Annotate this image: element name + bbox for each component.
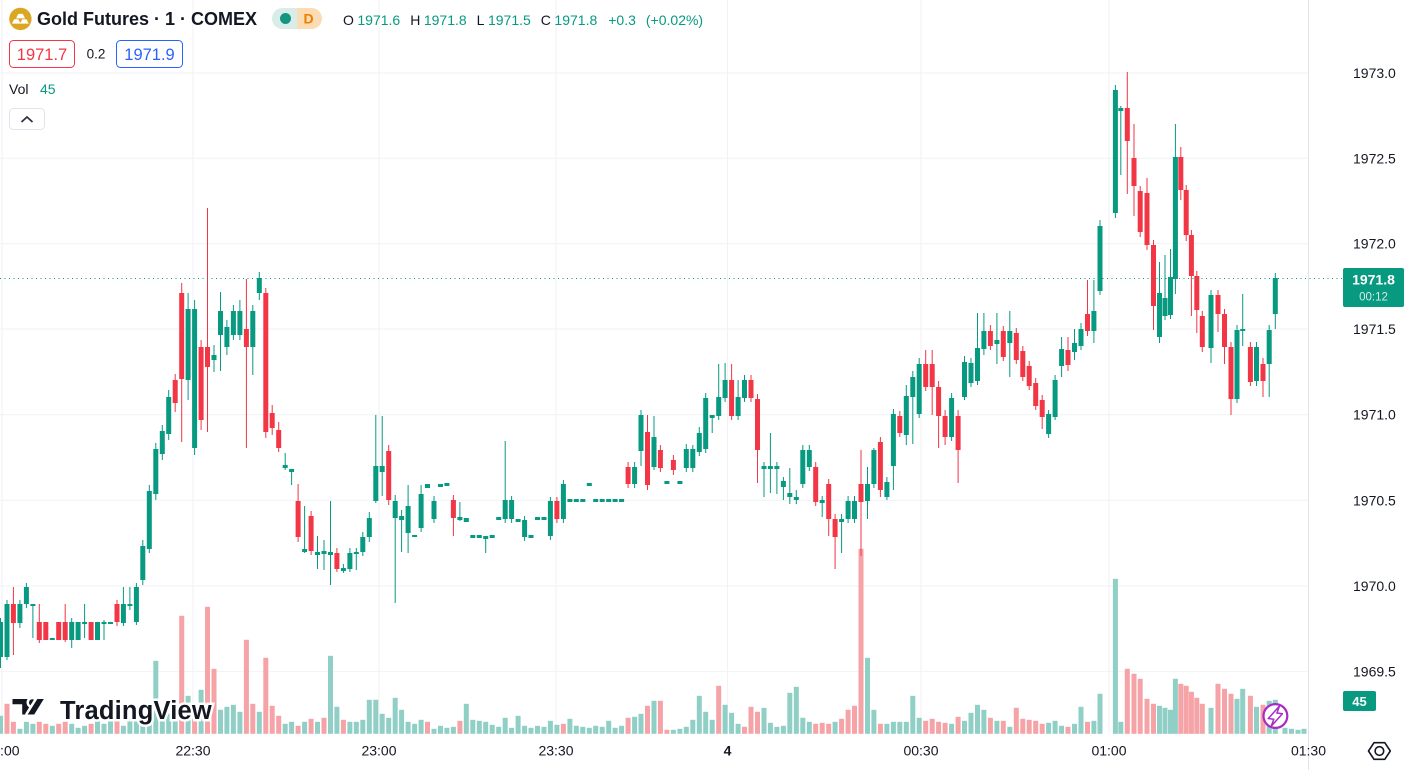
svg-text:01:30: 01:30 — [1291, 743, 1326, 759]
svg-text:D: D — [303, 11, 313, 27]
svg-text:00:12: 00:12 — [1359, 292, 1388, 304]
svg-text:1970.0: 1970.0 — [1353, 578, 1396, 594]
svg-text:1971.8: 1971.8 — [1352, 272, 1395, 288]
svg-text:45: 45 — [40, 81, 56, 97]
svg-text:45: 45 — [1352, 694, 1366, 709]
svg-text:1971.7: 1971.7 — [17, 46, 67, 64]
svg-text:00:30: 00:30 — [903, 743, 938, 759]
svg-text:Gold Futures · 1 · COMEX: Gold Futures · 1 · COMEX — [37, 9, 257, 29]
svg-text:22:00: 22:00 — [0, 743, 20, 759]
svg-text:TradingView: TradingView — [60, 697, 212, 725]
svg-text:4: 4 — [724, 743, 732, 759]
svg-text:0.2: 0.2 — [87, 47, 106, 62]
svg-text:1971.0: 1971.0 — [1353, 407, 1396, 423]
svg-text:01:00: 01:00 — [1091, 743, 1126, 759]
svg-text:1971.5: 1971.5 — [1353, 321, 1396, 337]
svg-text:Vol: Vol — [9, 81, 28, 97]
svg-text:1971.9: 1971.9 — [124, 46, 174, 64]
svg-text:23:30: 23:30 — [538, 743, 573, 759]
svg-text:23:00: 23:00 — [361, 743, 396, 759]
svg-text:1972.5: 1972.5 — [1353, 150, 1396, 166]
svg-text:1972.0: 1972.0 — [1353, 236, 1396, 252]
svg-text:1970.5: 1970.5 — [1353, 492, 1396, 508]
svg-text:1969.5: 1969.5 — [1353, 664, 1396, 680]
svg-text:1973.0: 1973.0 — [1353, 65, 1396, 81]
svg-text:22:30: 22:30 — [175, 743, 210, 759]
